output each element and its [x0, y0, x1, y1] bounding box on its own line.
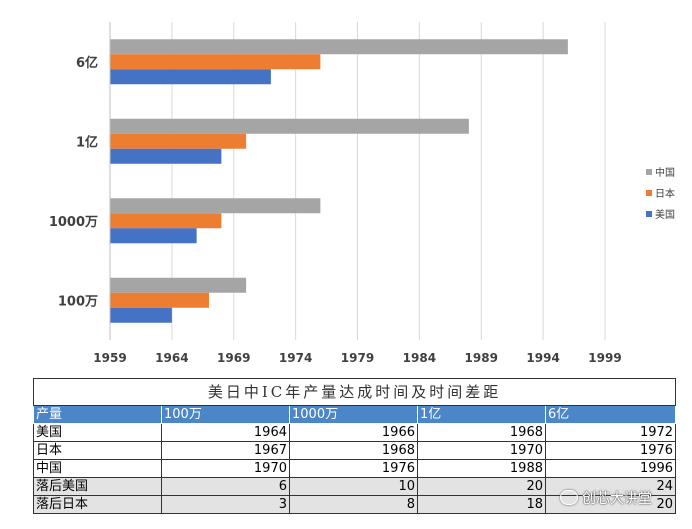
table-header-cell: 100万 — [161, 405, 290, 424]
bar-日本 — [110, 213, 222, 229]
table-header-cell: 6亿 — [544, 405, 677, 424]
table-row-label: 日本 — [33, 441, 162, 460]
legend-swatch — [646, 190, 652, 196]
bar-chart: 1959 1964 1969 1974 1979 1984 1989 1994 1999 6亿 1亿… — [49, 22, 675, 365]
table-cell: 1967 — [161, 441, 290, 460]
bar-日本 — [110, 292, 209, 308]
data-table: 美日中IC年产量达成时间及时间差距 产量 100万 1000万 1亿 6亿 美国 1964 1… — [32, 378, 677, 514]
legend-swatch — [646, 169, 652, 175]
bar-中国 — [110, 198, 321, 214]
legend-label: 美国 — [655, 208, 675, 221]
table-cell: 24 — [544, 477, 677, 496]
table-cell: 1968 — [417, 423, 546, 442]
x-tick-label: 1994 — [526, 351, 559, 365]
table-row: 日本 1967 1968 1970 1976 — [33, 441, 677, 460]
x-tick-label: 1999 — [588, 351, 621, 365]
table-cell: 20 — [544, 495, 677, 514]
bar-美国 — [110, 69, 271, 85]
table-cell: 1968 — [289, 441, 418, 460]
table-header-row: 产量 100万 1000万 1亿 6亿 — [33, 405, 677, 424]
watermark-text: 创芯大讲堂 — [582, 491, 652, 507]
table-cell: 1964 — [161, 423, 290, 442]
x-tick-label: 1984 — [403, 351, 436, 365]
x-tick-label: 1989 — [465, 351, 498, 365]
table-header-cell: 产量 — [33, 405, 162, 424]
table-cell: 10 — [289, 477, 418, 496]
table-cell: 3 — [161, 495, 290, 514]
x-tick-label: 1979 — [341, 351, 374, 365]
table-cell: 1988 — [417, 459, 546, 478]
table-cell: 1966 — [289, 423, 418, 442]
bar-美国 — [110, 228, 197, 244]
bar-中国 — [110, 277, 247, 293]
category-label: 6亿 — [76, 55, 98, 71]
category-label: 1000万 — [49, 215, 98, 230]
legend-label: 日本 — [655, 187, 675, 200]
table-header-cell: 1000万 — [289, 405, 418, 424]
table-row-label: 落后美国 — [33, 477, 162, 496]
table-title-row: 美日中IC年产量达成时间及时间差距 — [32, 378, 677, 406]
table-title: 美日中IC年产量达成时间及时间差距 — [32, 378, 677, 406]
table-cell: 18 — [417, 495, 546, 514]
bar-中国 — [110, 118, 469, 134]
x-tick-label: 1964 — [155, 351, 188, 365]
bar-美国 — [110, 148, 222, 164]
legend-swatch — [646, 211, 652, 217]
table-cell: 1996 — [544, 459, 677, 478]
table-row: 美国 1964 1966 1968 1972 — [33, 423, 677, 442]
table-row-label: 落后日本 — [33, 495, 162, 514]
chart-area: 1959 1964 1969 1974 1979 1984 1989 1994 1999 6亿 1亿… — [49, 22, 675, 365]
table-cell: 20 — [417, 477, 546, 496]
bar-美国 — [110, 307, 172, 323]
table-cell: 1976 — [289, 459, 418, 478]
bar-日本 — [110, 54, 321, 70]
table-cell: 1970 — [161, 459, 290, 478]
x-tick-label: 1974 — [279, 351, 312, 365]
x-tick-label: 1969 — [217, 351, 250, 365]
table-row-label: 中国 — [33, 459, 162, 478]
category-label: 1亿 — [76, 134, 98, 150]
table-cell: 8 — [289, 495, 418, 514]
x-tick-label: 1959 — [93, 351, 126, 365]
category-label: 100万 — [58, 294, 98, 309]
watermark: 创芯大讲堂 — [560, 488, 678, 510]
legend-label: 中国 — [655, 166, 675, 179]
table-cell: 1976 — [544, 441, 677, 460]
table-cell: 1972 — [544, 423, 677, 442]
table-cell: 6 — [161, 477, 290, 496]
table-row: 中国 1970 1976 1988 1996 — [33, 459, 677, 478]
bar-中国 — [110, 39, 568, 55]
wechat-icon — [560, 490, 578, 505]
table-header-cell: 1亿 — [417, 405, 546, 424]
table-row-label: 美国 — [33, 423, 162, 442]
bar-日本 — [110, 133, 247, 149]
table-cell: 1970 — [417, 441, 546, 460]
table-row: 落后日本 3 8 18 20 — [33, 495, 677, 514]
